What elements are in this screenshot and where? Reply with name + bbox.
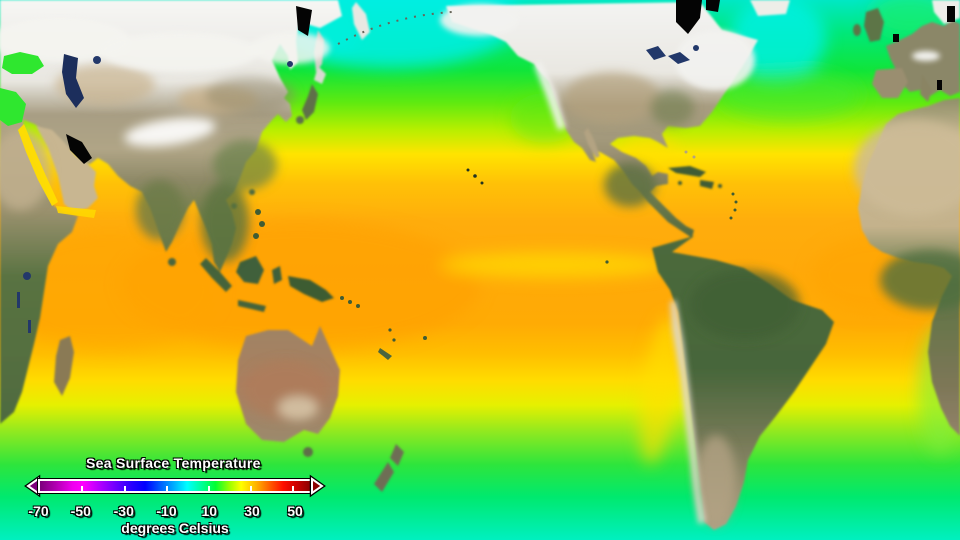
- lake-tanganyika: [17, 292, 20, 308]
- land-baja: [584, 128, 600, 158]
- baltic-nodata: [947, 6, 955, 22]
- colorbar-scale-label: -30: [113, 503, 134, 519]
- colorbar-tick: [207, 486, 210, 491]
- arctic-nodata: [706, 0, 720, 12]
- colorbar-scale-label: -10: [156, 503, 177, 519]
- land-cuba: [668, 166, 706, 177]
- legend: Sea Surface Temperature -70 -50 -30 -10 10 30…: [24, 455, 326, 536]
- lake-malawi: [28, 320, 31, 333]
- okhotsk-coast-nodata: [296, 6, 312, 36]
- hawaii: [466, 168, 470, 172]
- land-tints: [0, 65, 960, 525]
- land-new-guinea: [288, 276, 334, 302]
- no-data-patches: [66, 0, 955, 164]
- land-new-zealand-north: [390, 444, 404, 466]
- colorbar-scale-label: -70: [28, 503, 49, 519]
- snow: [0, 4, 940, 524]
- land-japan-kyushu: [296, 116, 304, 124]
- land-ireland: [853, 24, 861, 36]
- colorbar-right-arrow: [309, 474, 326, 498]
- land-borneo: [236, 256, 264, 284]
- vanuatu: [388, 328, 392, 332]
- caspian-sea: [62, 54, 84, 108]
- land-iberia: [872, 68, 908, 98]
- great-lake-2: [668, 52, 690, 64]
- colorbar-scale-label: 10: [201, 503, 218, 519]
- lake-amur: [287, 61, 293, 67]
- inland-water: [0, 45, 699, 333]
- solomons: [340, 296, 344, 300]
- land-hispaniola: [700, 180, 714, 189]
- gulf-of-aden: [56, 206, 96, 218]
- east-mediterranean: [0, 88, 26, 126]
- land-greenland-corner: [750, 0, 790, 16]
- aral-sea: [93, 56, 101, 64]
- land-japan-honshu: [302, 84, 318, 120]
- small-islands: [253, 11, 738, 360]
- galapagos: [605, 260, 609, 264]
- persian-gulf-nodata: [66, 134, 92, 164]
- land-kamchatka: [352, 2, 370, 40]
- land-sri-lanka: [168, 258, 176, 266]
- land-tasmania: [303, 447, 313, 457]
- bahamas: [684, 150, 688, 154]
- black-sea: [2, 52, 44, 74]
- great-lake-3: [693, 45, 699, 51]
- land-taiwan: [249, 189, 255, 195]
- colorbar-tick: [165, 486, 168, 491]
- colorbar-tick: [123, 486, 126, 491]
- land-java: [238, 300, 266, 312]
- colorbar-tick: [249, 486, 252, 491]
- land-madagascar: [54, 336, 74, 396]
- colorbar-scale-labels: -70 -50 -30 -10 10 30 50: [28, 503, 312, 519]
- hudson-bay-nodata: [676, 0, 702, 34]
- legend-units: degrees Celsius: [121, 520, 229, 536]
- colorbar-tick: [81, 486, 84, 491]
- fiji: [423, 336, 427, 340]
- colorbar-scale-label: 30: [244, 503, 260, 519]
- new-caledonia: [378, 348, 392, 360]
- lesser-antilles: [731, 192, 735, 196]
- land-sulawesi: [272, 266, 282, 284]
- philippines: [255, 209, 261, 215]
- channel-nodata: [893, 34, 899, 42]
- legend-title: Sea Surface Temperature: [86, 455, 261, 471]
- land-arabia: [36, 126, 98, 212]
- land-sumatra: [200, 258, 232, 292]
- land-uk: [864, 8, 884, 42]
- land-puerto-rico: [718, 184, 722, 188]
- colorbar-gradient: [38, 479, 312, 493]
- land-new-zealand-south: [374, 462, 394, 492]
- land-italy: [920, 74, 932, 102]
- colorbar-scale-label: -50: [70, 503, 91, 519]
- great-lake-1: [646, 46, 666, 60]
- land-jamaica: [678, 181, 682, 185]
- adriatic-nodata: [937, 80, 942, 90]
- colorbar: [24, 474, 326, 498]
- red-sea: [18, 124, 58, 206]
- colorbar-scale-label: 50: [287, 503, 303, 519]
- lake-victoria: [23, 272, 31, 280]
- colorbar-tick: [292, 486, 295, 491]
